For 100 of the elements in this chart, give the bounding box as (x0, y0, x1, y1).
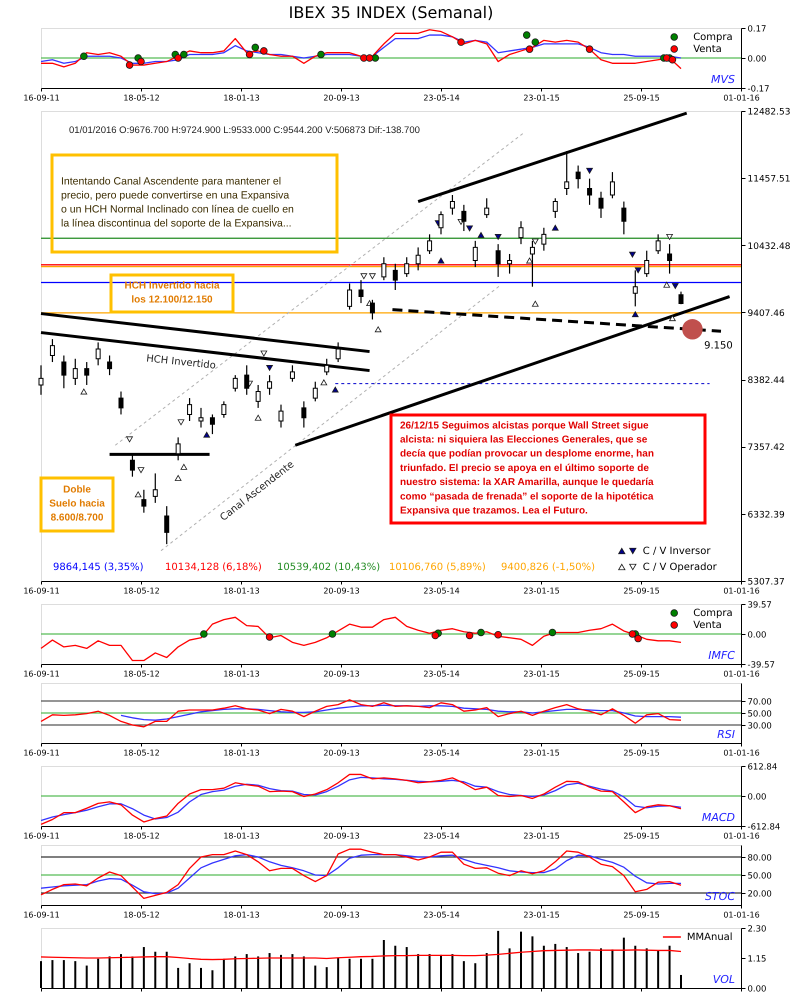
x-tick-label: 18-05-12 (123, 748, 160, 758)
legend-label: MMAnual (686, 932, 733, 943)
y-tick-label: 9407.46 (748, 308, 785, 319)
x-tick-label: 01-01-16 (723, 910, 760, 920)
x-tick-label: 18-01-13 (223, 832, 260, 840)
y-tick-label: -0.17 (748, 84, 770, 94)
legend-label: Venta (693, 620, 722, 631)
legend-label: Venta (693, 44, 722, 55)
x-tick-label: 25-09-15 (623, 910, 660, 920)
y-tick-label: 80.00 (748, 854, 772, 864)
x-tick-label: 20-09-13 (323, 832, 360, 840)
x-tick-label: 20-09-13 (323, 94, 360, 102)
x-tick-label: 23-01-15 (523, 910, 560, 920)
annotation: STOC (704, 890, 736, 903)
y-tick-label: 5307.37 (748, 578, 785, 588)
x-tick-label: 23-05-14 (423, 586, 460, 596)
x-tick-label: 16-09-11 (23, 94, 60, 102)
x-tick-label: 20-09-13 (323, 748, 360, 758)
y-tick-label: -612.84 (748, 822, 780, 832)
x-tick-label: 23-01-15 (523, 586, 560, 596)
y-tick-label: 0.17 (748, 24, 766, 34)
annotation: 9400,826 (-1,50%) (501, 562, 596, 573)
x-tick-label: 25-09-15 (623, 586, 660, 596)
x-tick-label: 25-09-15 (623, 94, 660, 102)
annotation: MACD (702, 811, 735, 824)
x-tick-label: 16-09-11 (23, 910, 60, 920)
x-tick-label: 20-09-13 (323, 586, 360, 596)
y-tick-label: 7357.42 (748, 443, 785, 454)
annotation: VOL (712, 973, 735, 986)
y-tick-label: 50.00 (748, 710, 772, 720)
y-tick-label: 8382.44 (748, 376, 785, 386)
y-tick-label: 70.00 (748, 698, 772, 708)
x-tick-label: 18-01-13 (223, 586, 260, 596)
y-tick-label: 612.84 (748, 762, 778, 772)
x-tick-label: 18-05-12 (123, 832, 160, 840)
y-tick-label: 2.30 (748, 924, 766, 934)
x-tick-label: 23-01-15 (523, 670, 560, 678)
annotation: 01/01/2016 O:9676.700 H:9724.900 L:9533.000 C:9544.200 V:506873 Dif:-138.700 (69, 125, 420, 136)
x-tick-label: 23-05-14 (423, 94, 460, 102)
y-tick-label: 10432.48 (748, 242, 791, 252)
y-tick-label: 6332.39 (748, 510, 785, 520)
annotation: 10134,128 (6,18%) (165, 562, 262, 573)
legend-label: Compra (693, 608, 733, 619)
annotation: 9864,145 (3,35%) (53, 562, 144, 573)
legend-label: C / V Operador (642, 562, 718, 573)
chart-title: IBEX 35 INDEX (Semanal) (288, 3, 494, 22)
y-tick-label: 11457.51 (748, 174, 790, 185)
x-tick-label: 01-01-16 (723, 832, 760, 840)
x-tick-label: 18-05-12 (123, 586, 160, 596)
x-tick-label: 18-01-13 (223, 748, 260, 758)
annotation: HCH Invertido (146, 353, 216, 372)
y-tick-label: 50.00 (748, 872, 772, 882)
x-tick-label: 01-01-16 (723, 748, 760, 758)
x-tick-label: 18-01-13 (223, 910, 260, 920)
x-tick-label: 25-09-15 (623, 748, 660, 758)
annotation: 10106,760 (5,89%) (389, 562, 486, 573)
x-tick-label: 18-05-12 (123, 94, 160, 102)
x-tick-label: 25-09-15 (623, 832, 660, 840)
x-tick-label: 01-01-16 (723, 94, 760, 102)
y-tick-label: 0.00 (748, 792, 766, 802)
annotation: 10539,402 (10,43%) (277, 562, 380, 573)
y-tick-label: 12482.53 (748, 108, 790, 118)
annotation: 9.150 (704, 340, 733, 352)
legend-label: Compra (693, 32, 733, 43)
x-tick-label: 20-09-13 (323, 910, 360, 920)
y-tick-label: 0.00 (748, 630, 766, 640)
x-tick-label: 18-05-12 (123, 910, 160, 920)
annotation: MVS (711, 73, 736, 86)
x-tick-label: 20-09-13 (323, 670, 360, 678)
x-tick-label: 18-05-12 (123, 670, 160, 678)
x-tick-label: 23-05-14 (423, 748, 460, 758)
annotation: RSI (717, 728, 735, 741)
x-tick-label: 23-05-14 (423, 832, 460, 840)
y-tick-label: 30.00 (748, 722, 772, 732)
x-tick-label: 18-01-13 (223, 94, 260, 102)
x-tick-label: 16-09-11 (23, 586, 60, 596)
x-tick-label: 23-01-15 (523, 94, 560, 102)
x-tick-label: 25-09-15 (623, 670, 660, 678)
y-tick-label: 20.00 (748, 890, 772, 900)
x-tick-label: 23-01-15 (523, 832, 560, 840)
x-tick-label: 23-01-15 (523, 748, 560, 758)
x-tick-label: 23-05-14 (423, 910, 460, 920)
annotation: Intentando Canal Ascendente para mantener el precio, pero puede convertirse en una Expansiva o un HCH Normal Inclinado con línea de cuello en la línea discontinua del soporte de la Expansiva... (61, 176, 294, 230)
x-tick-label: 16-09-11 (23, 748, 60, 758)
annotation: HCH Invertido hacia los 12.100/12.150 (124, 280, 220, 306)
annotation: 26/12/15 Seguimos alcistas porque Wall Street sigue alcista: ni siquiera las Elecciones Generales, que se decía que podían provocar un desplome enorme, han triunfado. El precio se apoya en el último soporte de nuestro sistema: la XAR Amarilla, aunque le quedaría como “pasada de frenada” el soporte de la hipotética Expansiva que trazamos. Lea el Futuro. (400, 420, 654, 516)
y-tick-label: -39.57 (748, 660, 775, 670)
x-tick-label: 23-05-14 (423, 670, 460, 678)
y-tick-label: 1.15 (748, 954, 766, 964)
annotation: IMFC (708, 649, 736, 662)
legend-label: C / V Inversor (642, 546, 712, 557)
annotation: Doble Suelo hacia 8.600/8.700 (49, 484, 106, 524)
y-tick-label: 39.57 (748, 600, 772, 610)
y-tick-label: 0.00 (748, 54, 766, 64)
x-tick-label: 16-09-11 (23, 670, 60, 678)
x-tick-label: 01-01-16 (723, 670, 760, 678)
x-tick-label: 16-09-11 (23, 832, 60, 840)
x-tick-label: 01-01-16 (723, 586, 760, 596)
x-tick-label: 18-01-13 (223, 670, 260, 678)
y-tick-label: 0.00 (748, 984, 766, 994)
